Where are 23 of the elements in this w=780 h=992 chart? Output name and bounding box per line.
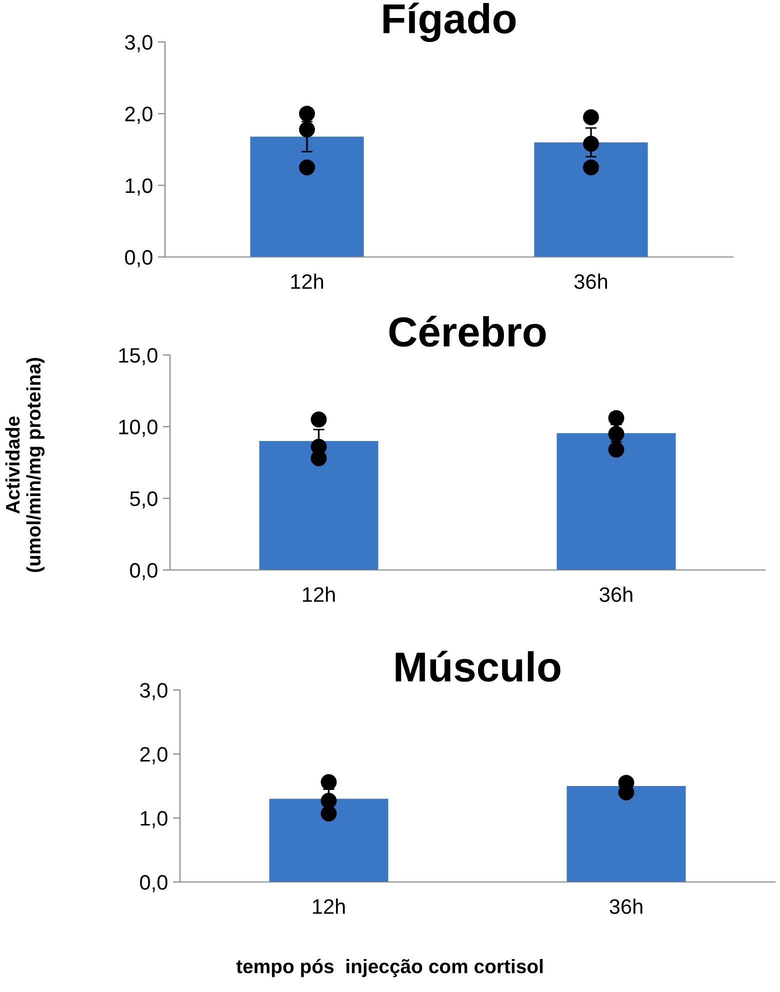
y-tick-label: 0,0 (125, 250, 152, 268)
chart-title: Fígado (384, 2, 516, 42)
y-tick-label: 0,0 (140, 875, 168, 892)
y-tick-label: 0,0 (130, 563, 158, 580)
x-tick-label: 12h (312, 898, 345, 914)
chart-title: Músculo (396, 650, 560, 682)
x-tick-label: 36h (574, 274, 608, 289)
y-tick-label: 1,0 (126, 178, 152, 196)
y-tick-label: 1,0 (140, 811, 168, 828)
y-tick-label: 3,0 (140, 683, 168, 700)
y-tick-label: 2,0 (125, 106, 152, 124)
x-tick-label: 36h (600, 586, 632, 602)
y-tick-label: 2,0 (140, 747, 168, 764)
x-tick-label: 36h (610, 898, 642, 914)
chart-title: Cérebro (389, 316, 546, 347)
y-axis-title: Actividade (umol/min/mg proteina) (5, 358, 45, 572)
x-tick-label: 12h (291, 274, 324, 289)
y-tick-label: 10,0 (119, 420, 158, 437)
x-tick-label: 12h (302, 586, 335, 602)
x-axis-title: tempo pós injecção com cortisol (236, 958, 543, 978)
y-tick-label: 5,0 (130, 491, 158, 509)
y-tick-label: 15,0 (119, 348, 158, 366)
y-tick-label: 3,0 (125, 35, 152, 52)
